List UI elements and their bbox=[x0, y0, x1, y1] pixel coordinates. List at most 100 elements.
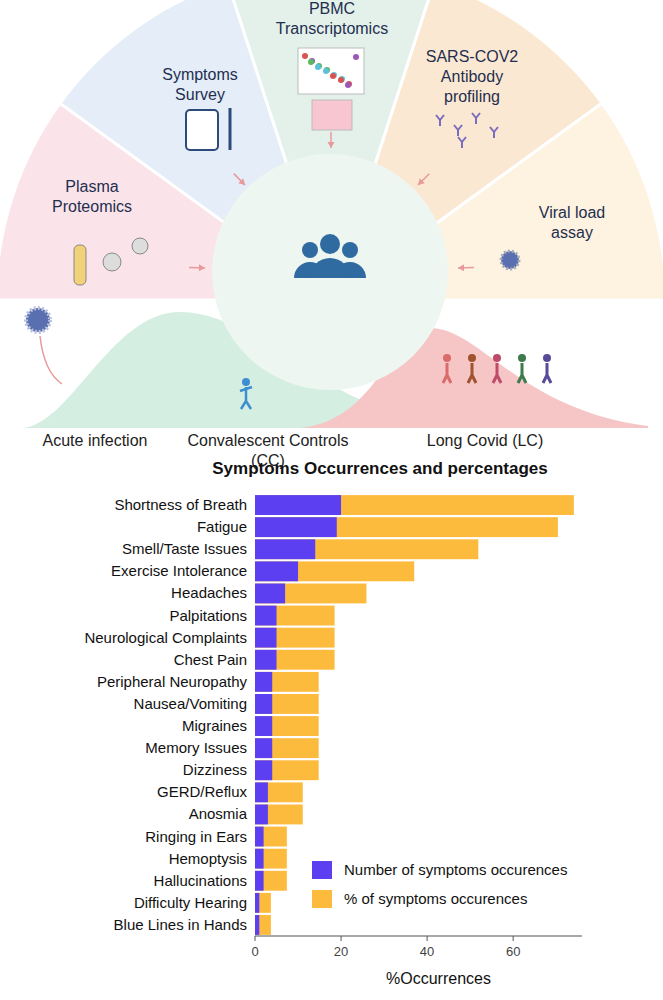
bar bbox=[255, 672, 272, 692]
bar bbox=[255, 584, 285, 604]
chart-title: Symptoms Occurrences and percentages bbox=[212, 459, 547, 478]
bar bbox=[255, 871, 287, 891]
bar bbox=[255, 584, 366, 604]
x-axis bbox=[255, 936, 582, 937]
category-label: Hallucinations bbox=[154, 872, 247, 889]
person-icon bbox=[240, 387, 252, 409]
arrow-head bbox=[238, 178, 245, 185]
legend-box bbox=[304, 856, 644, 918]
person-icon bbox=[320, 234, 340, 254]
antibody-icon bbox=[490, 127, 498, 138]
bar bbox=[255, 650, 277, 670]
bar bbox=[255, 606, 277, 626]
bar bbox=[255, 782, 303, 802]
sector-label-line: PBMC bbox=[309, 0, 355, 17]
antibody-icon bbox=[436, 115, 444, 126]
category-label: Neurological Complaints bbox=[84, 629, 247, 646]
category-label: Migraines bbox=[182, 717, 247, 734]
category-label: GERD/Reflux bbox=[157, 783, 248, 800]
protein-icon bbox=[132, 238, 148, 254]
sector-label-line: Antibody bbox=[441, 68, 503, 85]
person-icon bbox=[242, 378, 250, 386]
curve-label-line: Convalescent Controls bbox=[188, 432, 349, 449]
umap-dot bbox=[353, 54, 359, 60]
sector-label-line: Proteomics bbox=[52, 198, 132, 215]
heatmap-icon bbox=[312, 100, 352, 130]
bar bbox=[255, 827, 264, 847]
curve-label: Acute infection bbox=[43, 432, 148, 449]
arrow bbox=[234, 174, 245, 185]
umap-dot bbox=[308, 59, 314, 65]
category-label: Difficulty Hearing bbox=[134, 894, 247, 911]
bar bbox=[255, 760, 319, 780]
sector-label-line: Transcriptomics bbox=[276, 20, 388, 37]
antibody-icon bbox=[458, 137, 466, 148]
bar bbox=[255, 915, 271, 935]
person-icon bbox=[443, 363, 451, 383]
sector-label-line: Symptoms bbox=[162, 66, 238, 83]
bar bbox=[255, 628, 277, 648]
bar bbox=[255, 782, 268, 802]
person-icon bbox=[342, 242, 358, 258]
person-icon bbox=[543, 354, 551, 362]
person-icon bbox=[468, 363, 476, 383]
bar bbox=[255, 672, 319, 692]
bar bbox=[255, 716, 319, 736]
antibody-icon bbox=[472, 113, 480, 124]
person-icon bbox=[468, 354, 476, 362]
umap-dot bbox=[330, 73, 336, 79]
sector-label-line: SARS-COV2 bbox=[426, 48, 519, 65]
x-tick bbox=[427, 936, 428, 941]
category-label: Dizziness bbox=[183, 761, 247, 778]
x-tick bbox=[513, 936, 514, 941]
arrow bbox=[418, 174, 429, 185]
bar bbox=[255, 849, 287, 869]
bar bbox=[255, 805, 268, 825]
curve-label-line: Acute infection bbox=[43, 432, 148, 449]
umap-dot bbox=[346, 81, 352, 87]
umap-dot bbox=[323, 68, 329, 74]
person-icon bbox=[493, 354, 501, 362]
bar bbox=[255, 738, 319, 758]
category-label: Chest Pain bbox=[174, 651, 247, 668]
category-label: Anosmia bbox=[189, 805, 248, 822]
pen-icon bbox=[229, 108, 232, 150]
x-tick-label: 60 bbox=[506, 944, 520, 959]
bar bbox=[255, 849, 264, 869]
curve-label-line: Long Covid (LC) bbox=[427, 432, 544, 449]
bar bbox=[255, 517, 558, 537]
legend-swatch bbox=[312, 861, 332, 879]
clipboard-icon bbox=[186, 110, 218, 150]
tube-icon bbox=[74, 245, 86, 285]
bar bbox=[255, 561, 298, 581]
umap-dot bbox=[302, 53, 308, 59]
bar bbox=[255, 738, 272, 758]
sector-label-line: assay bbox=[551, 224, 593, 241]
bar bbox=[255, 495, 574, 515]
bar bbox=[255, 893, 271, 913]
legend: Number of symptoms occurences% of sympto… bbox=[304, 856, 644, 918]
x-tick-label: 0 bbox=[251, 944, 258, 959]
bar bbox=[255, 606, 335, 626]
category-label: Peripheral Neuropathy bbox=[97, 673, 248, 690]
bar bbox=[255, 915, 259, 935]
umap-icon bbox=[298, 48, 364, 94]
person-icon bbox=[310, 258, 350, 278]
umap-dot bbox=[315, 64, 321, 70]
umap-dot bbox=[309, 58, 315, 64]
arrow-head bbox=[328, 142, 335, 148]
umap-dot bbox=[345, 82, 351, 88]
person-icon bbox=[518, 354, 526, 362]
sector-label: Viral loadassay bbox=[539, 204, 605, 241]
bar bbox=[255, 539, 478, 559]
legend-swatch bbox=[312, 890, 332, 908]
x-tick-label: 20 bbox=[334, 944, 348, 959]
umap-dot bbox=[324, 67, 330, 73]
x-tick bbox=[341, 936, 342, 941]
x-tick-label: 40 bbox=[420, 944, 434, 959]
sector-label-line: profiling bbox=[444, 88, 500, 105]
arrow bbox=[40, 336, 62, 384]
umap-dot bbox=[331, 72, 337, 78]
category-label: Ringing in Ears bbox=[145, 828, 247, 845]
category-label: Fatigue bbox=[197, 518, 247, 535]
